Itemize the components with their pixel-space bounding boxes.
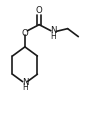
Text: H: H xyxy=(22,83,28,91)
Text: O: O xyxy=(22,28,28,37)
Text: N: N xyxy=(50,26,57,35)
Text: N: N xyxy=(22,77,28,86)
Text: H: H xyxy=(51,32,56,41)
Text: O: O xyxy=(36,6,43,15)
